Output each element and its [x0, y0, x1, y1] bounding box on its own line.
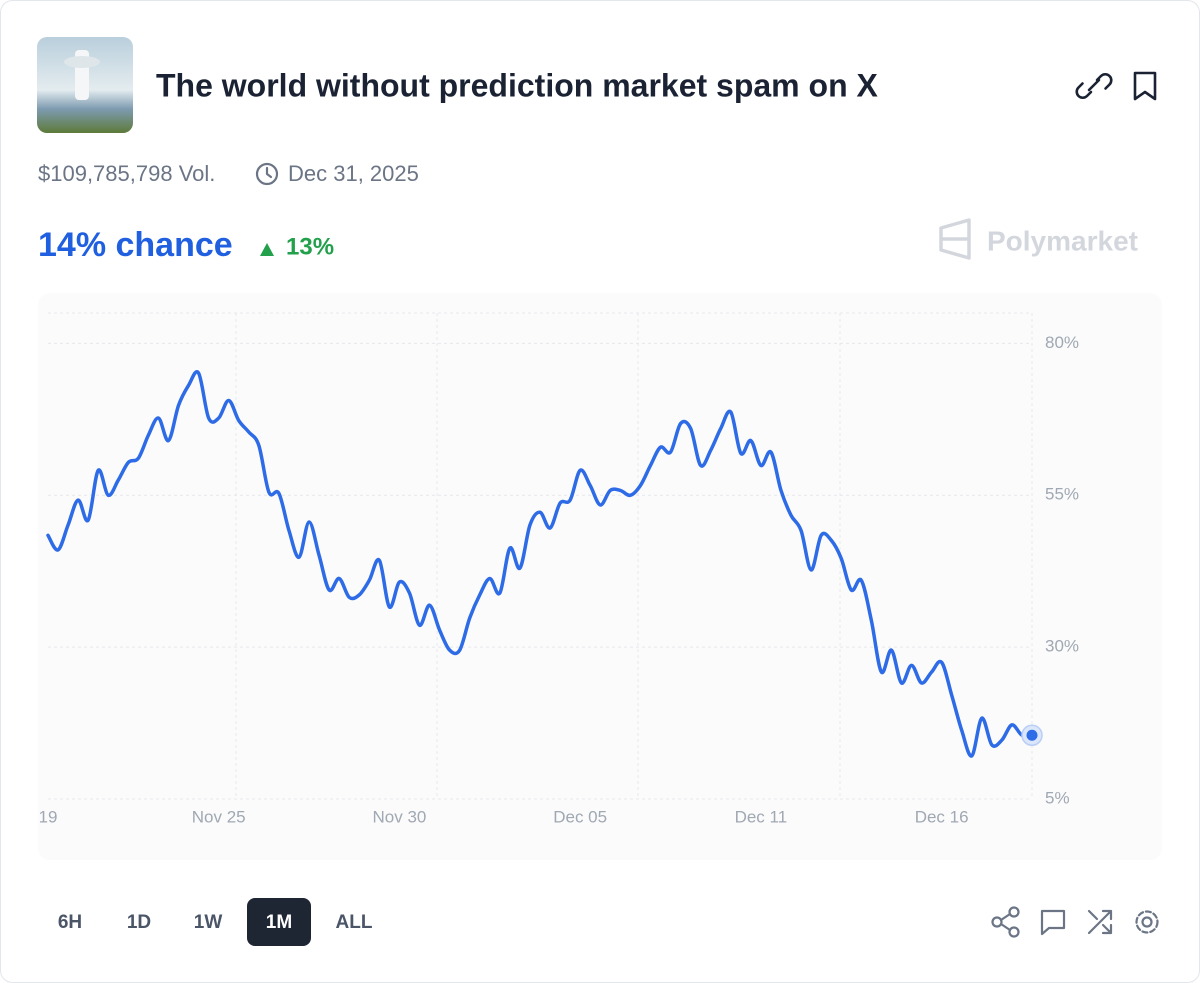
bookmark-icon[interactable]: [1133, 71, 1157, 101]
x-tick-label: Dec 16: [915, 807, 969, 826]
brand-logo: [939, 218, 971, 260]
y-tick-label: 80%: [1045, 333, 1079, 352]
thumbnail-detail: [64, 56, 100, 68]
chart-area: [38, 293, 1162, 860]
range-button[interactable]: 1W: [194, 912, 223, 933]
share-icon[interactable]: [991, 906, 1020, 938]
range-button[interactable]: 1M: [266, 912, 292, 933]
up-arrow: [260, 243, 274, 256]
volume: $109,785,798 Vol.: [38, 161, 215, 186]
range-button[interactable]: ALL: [336, 912, 373, 933]
market-title: The world without prediction market spam…: [156, 67, 879, 103]
range-button[interactable]: 1D: [127, 912, 151, 933]
settings-icon[interactable]: [1135, 910, 1159, 934]
range-button-bg[interactable]: [247, 898, 311, 946]
brand: Polymarket: [987, 225, 1138, 256]
shuffle-icon[interactable]: [1087, 909, 1113, 935]
chance: 14% chance: [38, 226, 233, 264]
clock-icon: [255, 162, 279, 186]
x-tick-label: Dec 05: [553, 807, 607, 826]
x-tick-label: Nov 25: [192, 807, 246, 826]
link-icon[interactable]: [1075, 73, 1113, 99]
last-point: [1026, 729, 1038, 741]
y-tick-label: 5%: [1045, 788, 1070, 807]
y-tick-label: 30%: [1045, 637, 1079, 656]
x-tick-label: Dec 11: [735, 807, 788, 826]
range-button[interactable]: 6H: [58, 912, 82, 933]
plot: 19 Nov 25 Nov 30 Dec 05 Dec 11 Dec 16: [39, 312, 1034, 826]
y-tick-label: 55%: [1045, 485, 1079, 504]
comment-icon[interactable]: [1040, 909, 1066, 936]
end-date: Dec 31, 2025: [288, 161, 419, 186]
change: 13%: [286, 233, 334, 260]
x-tick-label: Nov 30: [372, 807, 426, 826]
price-line: [46, 370, 1034, 758]
x-tick-label: 19: [39, 807, 58, 826]
